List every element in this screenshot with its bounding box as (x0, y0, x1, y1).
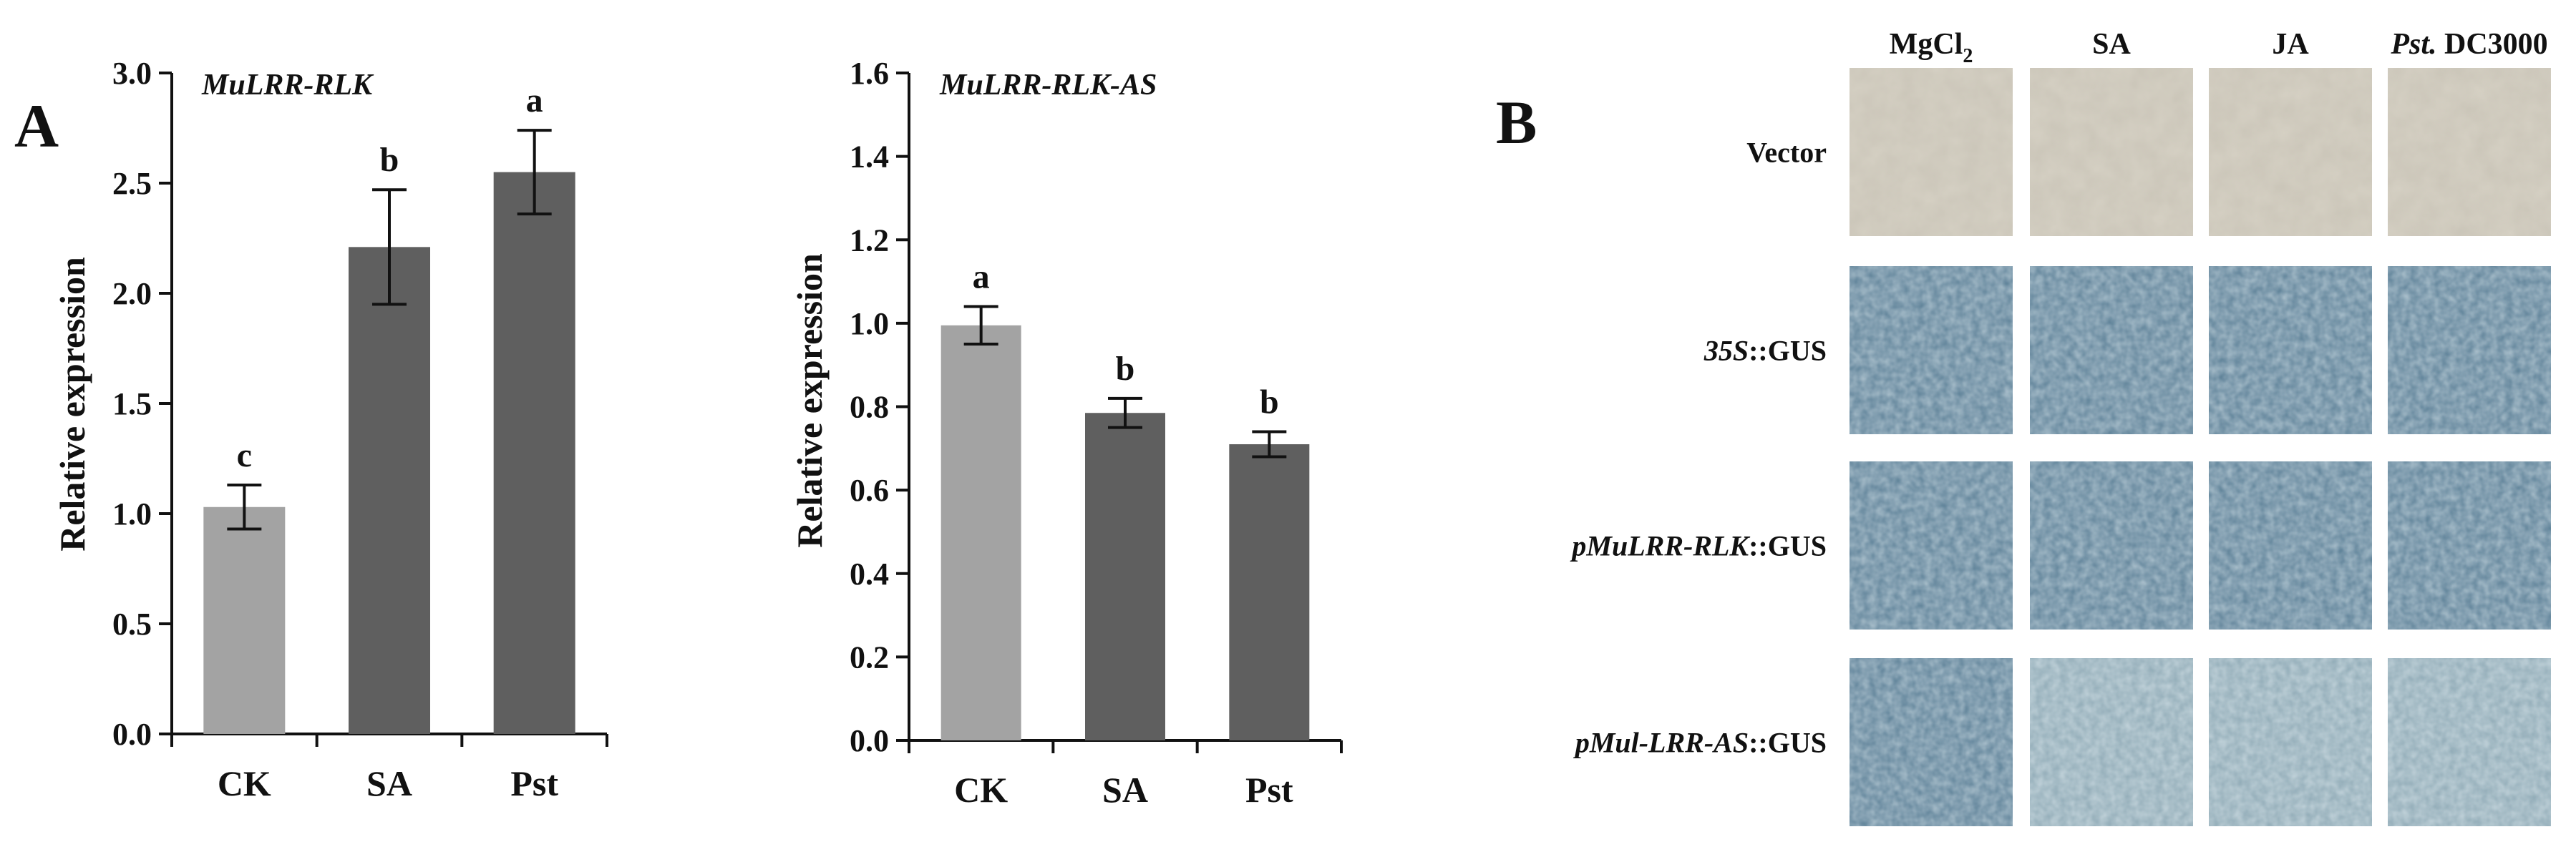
row-header: Vector (1746, 137, 1827, 169)
y-tick-label: 3.0 (112, 56, 152, 91)
grid-tiles (1850, 68, 2551, 826)
category-label-sa: SA (1102, 770, 1148, 810)
column-header-text: JA (2272, 28, 2309, 61)
stain-texture (1850, 266, 2013, 434)
y-tick-label: 2.0 (112, 276, 152, 311)
row-header-italic: 35S (1703, 335, 1749, 367)
category-label-sa: SA (366, 763, 412, 803)
y-tick-label: 1.4 (850, 139, 889, 175)
column-header-text: SA (2092, 28, 2131, 61)
stain-texture (2030, 68, 2193, 236)
stain-texture (2388, 266, 2551, 434)
bar-pst (1229, 444, 1310, 740)
chart-1-marks: 0.0 0.5 1.0 1.5 2.0 2.5 3.0 c CK b SA a Pst (112, 56, 608, 803)
row-header-text: ::GUS (1749, 727, 1827, 759)
row-header: pMuLRR-RLK::GUS (1570, 530, 1827, 562)
stain-texture (2209, 68, 2372, 236)
significance-label: c (237, 436, 252, 474)
y-tick-label: 0.8 (850, 390, 889, 425)
chart-mulrr-rlk: Relative expression MuLRR-RLK 0.0 0.5 1.0 1… (52, 56, 608, 803)
column-header: Pst. DC3000 (2390, 28, 2547, 61)
column-header-text: DC3000 (2437, 28, 2548, 61)
significance-label: a (526, 82, 543, 119)
stain-texture (2388, 658, 2551, 826)
significance-label: b (1116, 350, 1135, 388)
panel-b-letter: B (1496, 88, 1537, 157)
row-header-text: Vector (1746, 137, 1827, 169)
y-tick-label: 0.0 (112, 717, 152, 752)
chart-2-ylabel: Relative expression (789, 253, 830, 548)
column-header: SA (2092, 28, 2131, 61)
panel-a-letter: A (14, 92, 59, 160)
row-header: pMul-LRR-AS::GUS (1573, 727, 1827, 759)
chart-2-marks: 0.0 0.2 0.4 0.6 0.8 1.0 1.2 1.4 1.6 a CK b SA b Pst (850, 56, 1343, 810)
y-tick-label: 1.2 (850, 222, 889, 258)
y-tick-label: 1.0 (112, 496, 152, 532)
stain-texture (2030, 658, 2193, 826)
row-header-text: ::GUS (1749, 530, 1827, 562)
grid-row-headers: Vector35S::GUSpMuLRR-RLK::GUSpMul-LRR-AS… (1570, 137, 1827, 759)
chart-mulrr-rlk-as: Relative expression MuLRR-RLK-AS 0.00.20… (789, 56, 1343, 810)
stain-texture (2388, 68, 2551, 236)
y-tick-label: 1.0 (850, 306, 889, 341)
y-tick-label: 0.6 (850, 473, 889, 508)
y-tick-label: 2.5 (112, 166, 152, 201)
stain-texture (2030, 266, 2193, 434)
row-header-italic: pMul-LRR-AS (1573, 727, 1749, 759)
y-tick-label: 0.5 (112, 607, 152, 642)
y-tick-label: 0.2 (850, 640, 889, 675)
bar-pst (493, 172, 575, 735)
category-label-ck: CK (954, 770, 1008, 810)
bar-sa (349, 247, 430, 734)
chart-1-ylabel: Relative expression (52, 257, 92, 552)
stain-texture (2209, 266, 2372, 434)
significance-label: b (1260, 383, 1279, 421)
stain-texture (1850, 68, 2013, 236)
y-tick-label: 0.0 (850, 723, 889, 758)
column-header-italic: Pst. (2390, 28, 2436, 61)
bar-ck (941, 325, 1021, 740)
bar-sa (1085, 413, 1165, 740)
chart-1-title: MuLRR-RLK (201, 69, 374, 102)
grid-column-headers: MgCl2 SA JA Pst. DC3000 (1890, 28, 2548, 67)
gus-staining-grid: MgCl2 SA JA Pst. DC3000 Vector35S::GUSpMuLR… (1570, 28, 2551, 826)
column-header-subscript: 2 (1963, 45, 1973, 67)
stain-texture (2209, 461, 2372, 630)
category-label-pst: Pst (1245, 770, 1293, 810)
stain-texture (2388, 461, 2551, 630)
significance-label: b (380, 141, 399, 179)
y-tick-label: 0.4 (850, 557, 889, 592)
column-header-text: MgCl (1890, 28, 1963, 61)
row-header: 35S::GUS (1703, 335, 1827, 367)
bar-ck (203, 506, 286, 734)
row-header-text: ::GUS (1749, 335, 1827, 367)
y-tick-label: 1.5 (112, 386, 152, 421)
stain-texture (2030, 461, 2193, 630)
row-header-italic: pMuLRR-RLK (1570, 530, 1750, 562)
column-header: JA (2272, 28, 2309, 61)
chart-2-title: MuLRR-RLK-AS (939, 69, 1157, 102)
stain-texture (2209, 658, 2372, 826)
column-header: MgCl2 (1890, 28, 1973, 67)
category-label-pst: Pst (510, 763, 558, 803)
significance-label: a (973, 258, 990, 296)
stain-texture (1850, 461, 2013, 630)
category-label-ck: CK (218, 763, 271, 803)
stain-texture (1850, 658, 2013, 826)
y-tick-label: 1.6 (850, 56, 889, 91)
